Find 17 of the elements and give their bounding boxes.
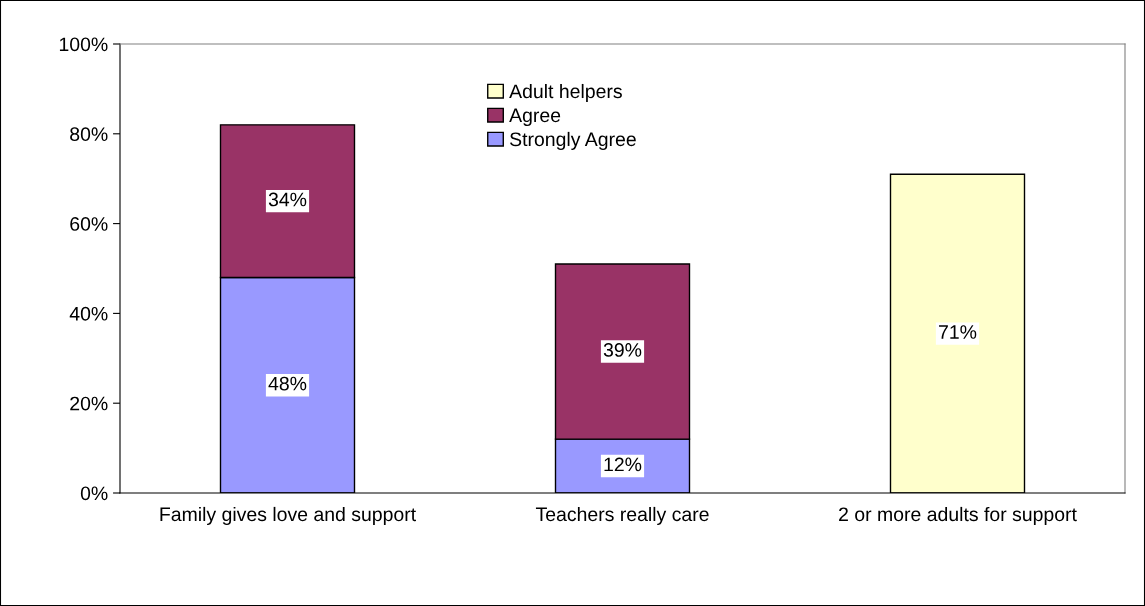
data-label: 71% <box>939 325 977 339</box>
legend-label: Strongly Agree <box>510 131 636 150</box>
y-tick-label: 80% <box>70 127 108 142</box>
data-label: 48% <box>268 376 307 391</box>
y-tick-label: 40% <box>69 306 108 321</box>
y-tick-label: 20% <box>70 396 108 411</box>
x-tick-label: Teachers really care <box>535 506 709 526</box>
legend-label: Agree <box>509 108 561 127</box>
data-label: 34% <box>268 192 307 207</box>
y-tick-label: 60% <box>70 217 108 231</box>
data-label: 39% <box>603 343 642 357</box>
x-tick-label: 2 or more adults for support <box>839 506 1077 526</box>
legend-label: Adult helpers <box>509 83 622 103</box>
data-label: 12% <box>604 457 642 472</box>
y-tick-label: 100% <box>59 37 108 52</box>
x-tick-label: Family gives love and support <box>160 506 416 526</box>
y-tick-label: 0% <box>80 486 108 501</box>
